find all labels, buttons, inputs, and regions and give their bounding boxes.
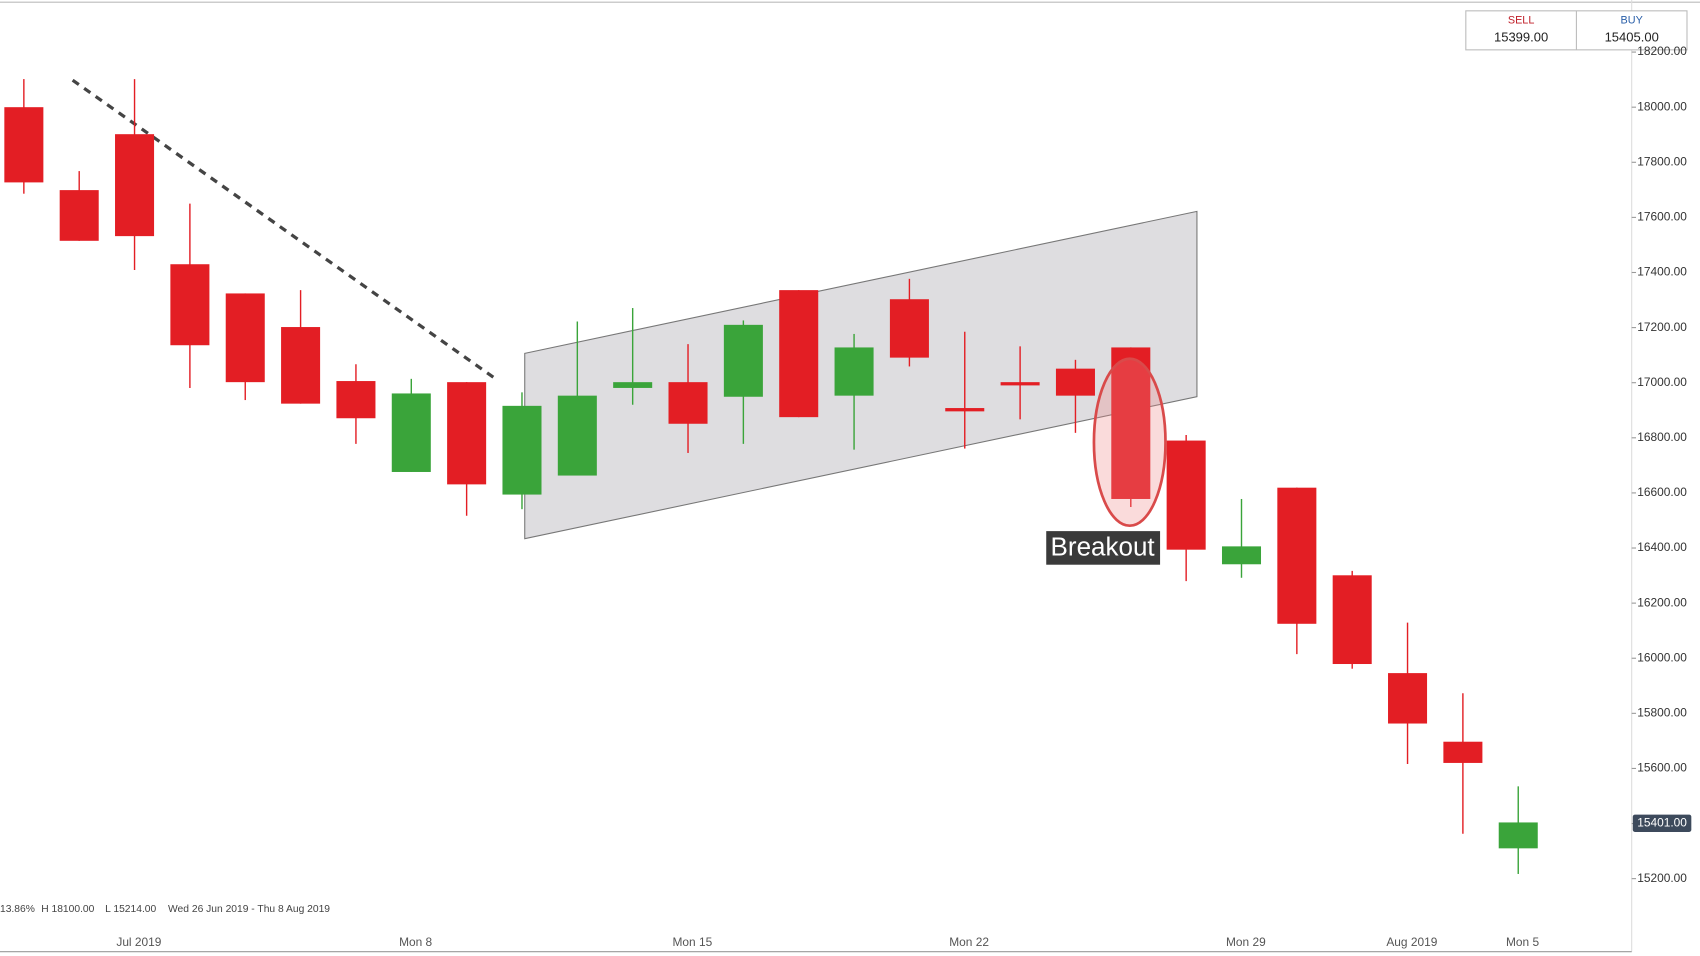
candle-body bbox=[779, 290, 819, 418]
candle-body bbox=[1332, 575, 1372, 665]
candle-body bbox=[1166, 440, 1206, 550]
y-tick-label: 17000.00 bbox=[1637, 375, 1687, 389]
candle-body bbox=[1277, 487, 1317, 624]
y-tick-label: 15600.00 bbox=[1637, 761, 1687, 775]
candle-body bbox=[723, 324, 763, 397]
candle-body bbox=[1388, 673, 1428, 724]
info-low: L 15214.00 bbox=[105, 904, 156, 915]
candle-body bbox=[1000, 382, 1040, 386]
candle-body bbox=[1443, 741, 1483, 763]
candle-body bbox=[170, 264, 210, 346]
candles bbox=[4, 79, 1538, 874]
annotation-box bbox=[1046, 531, 1161, 565]
candle-body bbox=[1055, 368, 1095, 396]
candle-body bbox=[1221, 546, 1262, 565]
candle-body bbox=[668, 382, 708, 424]
sell-price[interactable]: 15399.00 bbox=[1494, 29, 1548, 44]
sell-label[interactable]: SELL bbox=[1508, 14, 1535, 26]
candle-body bbox=[447, 382, 487, 485]
candle-body bbox=[4, 107, 44, 183]
last-price-label: 15401.00 bbox=[1637, 815, 1687, 829]
candle-body bbox=[281, 327, 321, 404]
y-tick-label: 16200.00 bbox=[1637, 595, 1687, 609]
candle-body bbox=[945, 408, 985, 412]
y-tick-label: 15200.00 bbox=[1637, 871, 1687, 885]
info-change: 13.86% bbox=[0, 904, 35, 915]
y-tick-label: 16800.00 bbox=[1637, 430, 1687, 444]
y-tick-label: 15800.00 bbox=[1637, 705, 1687, 719]
y-tick-label: 16600.00 bbox=[1637, 485, 1687, 499]
x-tick-label: Mon 8 bbox=[399, 935, 432, 949]
candle-body bbox=[225, 293, 265, 383]
annotation: Breakout bbox=[1051, 531, 1156, 561]
quote-box: SELL 15399.00 BUY 15405.00 bbox=[1465, 10, 1688, 51]
y-tick-label: 18000.00 bbox=[1637, 99, 1687, 113]
candle-body bbox=[889, 299, 929, 358]
candle-body bbox=[1498, 822, 1538, 849]
y-tick-label: 16400.00 bbox=[1637, 540, 1687, 554]
buy-label[interactable]: BUY bbox=[1621, 14, 1643, 26]
info-range: Wed 26 Jun 2019 - Thu 8 Aug 2019 bbox=[168, 904, 330, 915]
candle-body bbox=[502, 405, 542, 495]
candle-body bbox=[391, 393, 431, 472]
y-tick-label: 18200.00 bbox=[1637, 44, 1687, 58]
y-tick-label: 17600.00 bbox=[1637, 210, 1687, 224]
candle-body bbox=[834, 347, 874, 396]
x-tick-label: Aug 2019 bbox=[1386, 935, 1437, 949]
x-tick-label: Mon 29 bbox=[1226, 935, 1266, 949]
breakout-highlight bbox=[1092, 357, 1167, 528]
candle-body bbox=[1111, 347, 1151, 499]
candle-body bbox=[59, 190, 99, 241]
candle-body bbox=[613, 382, 653, 388]
y-tick-label: 17400.00 bbox=[1637, 265, 1687, 279]
candle-body bbox=[557, 395, 597, 476]
trend-line bbox=[71, 78, 495, 379]
buy-price[interactable]: 15405.00 bbox=[1605, 29, 1659, 44]
x-tick-label: Jul 2019 bbox=[116, 935, 161, 949]
y-tick-label: 16000.00 bbox=[1637, 650, 1687, 664]
y-tick-label: 17200.00 bbox=[1637, 320, 1687, 334]
x-tick-label: Mon 22 bbox=[949, 935, 989, 949]
info-high: H 18100.00 bbox=[41, 904, 94, 915]
candle-body bbox=[336, 381, 376, 419]
candle-body bbox=[115, 134, 155, 237]
x-tick-label: Mon 15 bbox=[672, 935, 712, 949]
last-price-box bbox=[1632, 814, 1692, 832]
y-tick-label: 17800.00 bbox=[1637, 154, 1687, 168]
x-tick-label: Mon 5 bbox=[1506, 935, 1539, 949]
